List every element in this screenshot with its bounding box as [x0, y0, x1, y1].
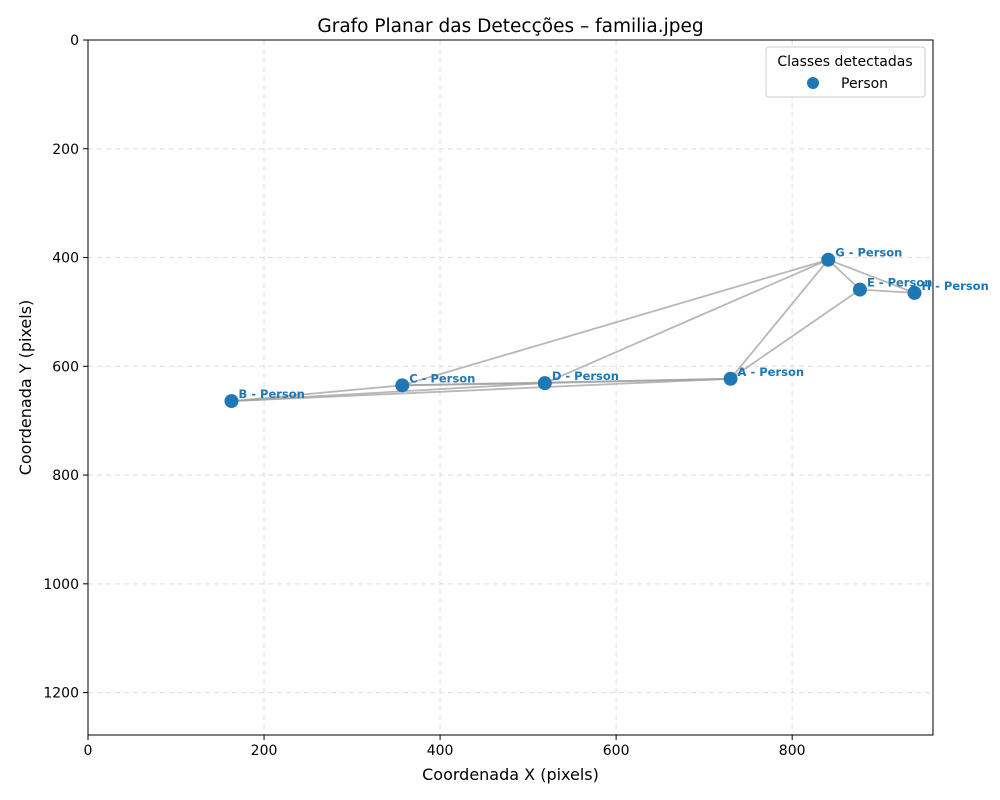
node-E: [852, 282, 867, 297]
x-tick-label: 0: [84, 743, 93, 759]
edge-G-E: [827, 259, 861, 291]
edge-D-G: [544, 258, 829, 384]
y-tick-label: 200: [52, 142, 79, 158]
y-tick-label: 0: [70, 33, 79, 49]
node-D: [537, 376, 552, 391]
edge-G-H: [827, 258, 915, 294]
x-tick-label: 600: [603, 743, 630, 759]
legend-title: Classes detectadas: [777, 54, 912, 70]
y-axis-ticks: 0 200 400 600 800 1000 1200: [43, 33, 88, 702]
graph-edges: [231, 258, 915, 402]
y-tick-label: 600: [52, 359, 79, 375]
chart-title: Grafo Planar das Detecções – familia.jpe…: [317, 16, 703, 37]
node-label-D: D - Person: [552, 369, 619, 383]
x-tick-label: 400: [427, 743, 454, 759]
node-label-C: C - Person: [409, 371, 475, 385]
node-label-A: A - Person: [738, 365, 805, 379]
y-axis-label: Coordenada Y (pixels): [16, 300, 35, 476]
x-axis-ticks: 0 200 400 600 800: [84, 735, 806, 759]
y-tick-label: 400: [52, 251, 79, 267]
node-A: [723, 371, 738, 386]
edge-C-G: [401, 258, 829, 387]
node-G: [821, 252, 836, 267]
x-axis-label: Coordenada X (pixels): [422, 765, 599, 784]
node-labels: A - Person B - Person C - Person D - Person…: [238, 246, 988, 401]
edge-A-E: [730, 288, 861, 380]
legend-box: [765, 46, 926, 98]
edge-B-C: [231, 384, 403, 402]
graph-nodes: [224, 252, 922, 409]
node-H: [907, 285, 922, 300]
node-label-G: G - Person: [835, 246, 902, 260]
y-tick-label: 1200: [43, 686, 79, 702]
x-tick-label: 200: [251, 743, 278, 759]
edge-A-G: [729, 259, 829, 380]
node-label-E: E - Person: [867, 276, 932, 290]
x-tick-label: 800: [779, 743, 806, 759]
node-B: [224, 394, 239, 409]
node-label-H: H - Person: [922, 279, 989, 293]
legend: Classes detectadas Person: [765, 46, 926, 98]
edge-D-A: [544, 377, 731, 385]
edge-B-A: [231, 377, 731, 402]
y-tick-label: 800: [52, 468, 79, 484]
y-tick-label: 1000: [43, 577, 79, 593]
node-C: [395, 378, 410, 393]
edge-E-H: [859, 288, 915, 294]
legend-marker-person: [807, 77, 819, 89]
plot-frame: [87, 39, 934, 736]
node-label-B: B - Person: [238, 387, 304, 401]
legend-entry-person: Person: [841, 76, 888, 92]
